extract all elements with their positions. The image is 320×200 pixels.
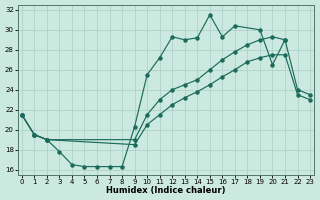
X-axis label: Humidex (Indice chaleur): Humidex (Indice chaleur)	[106, 186, 226, 195]
